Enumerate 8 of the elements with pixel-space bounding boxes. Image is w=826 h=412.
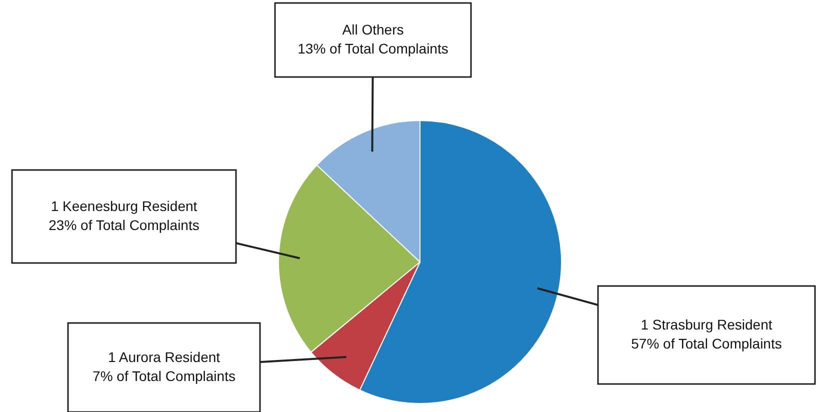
data-label: 13% of Total Complaints: [298, 40, 448, 56]
slice-label: 1 Keenesburg Resident: [50, 198, 198, 214]
data-label: 57% of Total Complaints: [631, 335, 782, 352]
slice-label: 1 Aurora Resident: [108, 348, 220, 365]
data-label: 7% of Total Complaints: [92, 368, 236, 384]
data-label: 23% of Total Complaints: [48, 216, 200, 233]
slice-label: 1 Strasburg Resident: [640, 316, 772, 332]
slice-label: All Others: [342, 21, 404, 38]
